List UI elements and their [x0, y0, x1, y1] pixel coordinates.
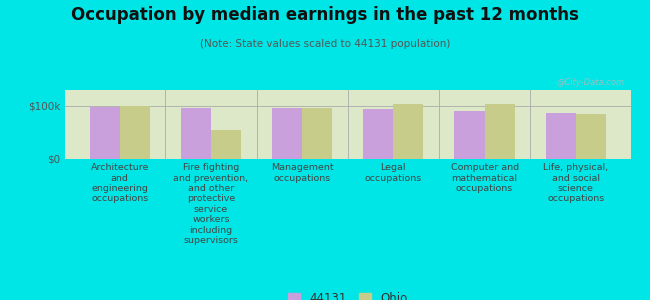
Bar: [546, 113, 576, 159]
Bar: [181, 107, 211, 159]
Bar: [363, 109, 393, 159]
Text: Occupation by median earnings in the past 12 months: Occupation by median earnings in the pas…: [71, 6, 579, 24]
Text: (Note: State values scaled to 44131 population): (Note: State values scaled to 44131 popu…: [200, 39, 450, 49]
Bar: [211, 130, 241, 159]
Bar: [90, 107, 120, 159]
Bar: [454, 111, 484, 159]
Bar: [120, 106, 150, 159]
Bar: [484, 104, 515, 159]
Text: @City-Data.com: @City-Data.com: [556, 77, 625, 86]
Bar: [272, 108, 302, 159]
Bar: [576, 114, 606, 159]
Bar: [393, 104, 423, 159]
Bar: [302, 107, 332, 159]
Legend: 44131, Ohio: 44131, Ohio: [289, 292, 407, 300]
